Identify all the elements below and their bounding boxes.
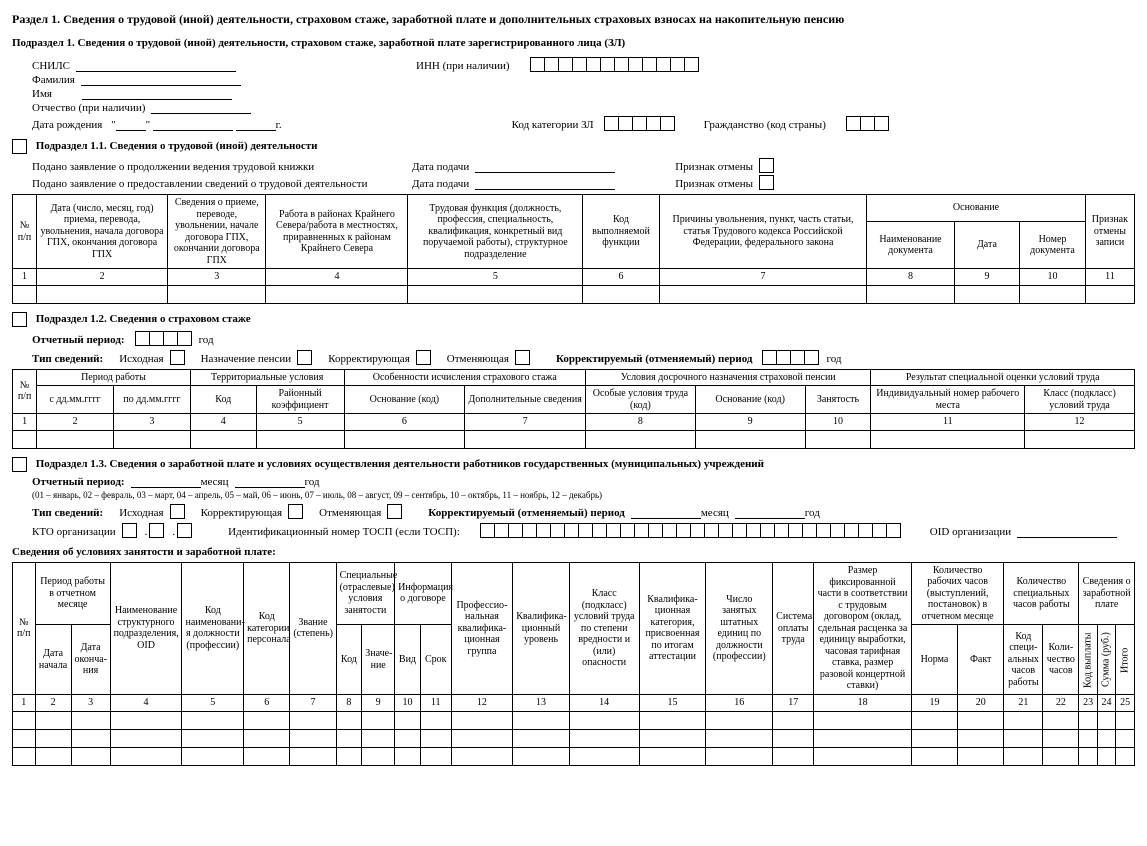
- surname-label: Фамилия: [32, 74, 75, 86]
- sub13-cancelling-box[interactable]: [387, 504, 402, 519]
- sub13-corr-period: Корректируемый (отменяемый) период: [428, 507, 625, 519]
- dob-month[interactable]: [153, 119, 233, 131]
- sub11-cancel1-lbl: Признак отмены: [675, 161, 753, 173]
- sub11-table: № п/п Дата (число, месяц, год) приема, п…: [12, 194, 1135, 304]
- sub12-corr-period: Корректируемый (отменяемый) период: [556, 353, 753, 365]
- citizenship-label: Гражданство (код страны): [704, 119, 826, 131]
- citizenship-boxes[interactable]: [846, 116, 888, 131]
- sub13-correcting: Корректирующая: [201, 507, 283, 519]
- sub13-correcting-box[interactable]: [288, 504, 303, 519]
- sub13-cancelling: Отменяющая: [319, 507, 381, 519]
- sub12-cancelling-box[interactable]: [515, 350, 530, 365]
- sub12-correcting: Корректирующая: [328, 353, 410, 365]
- sub13-year-field[interactable]: [235, 476, 305, 488]
- sub12-cancelling: Отменяющая: [447, 353, 509, 365]
- sub11-date1-lbl: Дата подачи: [412, 161, 469, 173]
- sub11-line1: Подано заявление о продолжении ведения т…: [32, 161, 412, 173]
- inn-boxes[interactable]: [530, 57, 698, 72]
- zl-cat-label: Код категории ЗЛ: [512, 119, 594, 131]
- sub13-initial: Исходная: [119, 507, 163, 519]
- dob-label: Дата рождения: [32, 119, 102, 131]
- sub12-corr-boxes[interactable]: [762, 350, 818, 365]
- sub12-correcting-box[interactable]: [416, 350, 431, 365]
- sub12-period-lbl: Отчетный период:: [32, 334, 125, 346]
- sub13-emp-title: Сведения об условиях занятости и заработ…: [12, 546, 1135, 558]
- sub13-kto-lbl: КТО организации: [32, 526, 116, 538]
- sub13-month-lbl: месяц: [201, 476, 229, 488]
- sub13-kto-b1[interactable]: [122, 523, 137, 538]
- sub12-pension: Назначение пенсии: [201, 353, 292, 365]
- dob-year[interactable]: [236, 119, 276, 131]
- sub13-title: Подраздел 1.3. Сведения о заработной пла…: [36, 458, 764, 470]
- sub13-corr-year[interactable]: [735, 507, 805, 519]
- sub11-cancel1-box[interactable]: [759, 158, 774, 173]
- sub13-oid-lbl: OID организации: [930, 526, 1011, 538]
- sub11-cancel2-box[interactable]: [759, 175, 774, 190]
- sub12-pension-box[interactable]: [297, 350, 312, 365]
- sub13-year-lbl: год: [305, 476, 320, 488]
- sub13-table: № п/п Период работы в отчетном месяце На…: [12, 562, 1135, 766]
- snils-label: СНИЛС: [32, 60, 70, 72]
- sub13-corr-month[interactable]: [631, 507, 701, 519]
- sub13-corr-month-lbl: месяц: [701, 507, 729, 519]
- sub11-line2: Подано заявление о предоставлении сведен…: [32, 178, 412, 190]
- dob-suffix: г.: [276, 119, 282, 131]
- sub13-tosp-lbl: Идентификационный номер ТОСП (если ТОСП)…: [228, 526, 460, 538]
- zl-cat-boxes[interactable]: [604, 116, 674, 131]
- sub12-checkbox[interactable]: [12, 312, 27, 327]
- sub11-title: Подраздел 1.1. Сведения о трудовой (иной…: [36, 140, 318, 152]
- sub13-initial-box[interactable]: [170, 504, 185, 519]
- sub11-cancel2-lbl: Признак отмены: [675, 178, 753, 190]
- sub12-period-boxes[interactable]: [135, 331, 191, 346]
- sub11-date1[interactable]: [475, 161, 615, 173]
- sub12-initial: Исходная: [119, 353, 163, 365]
- name-field[interactable]: [82, 88, 232, 100]
- sub11-date2[interactable]: [475, 178, 615, 190]
- sub12-initial-box[interactable]: [170, 350, 185, 365]
- sub13-kto-b3[interactable]: [177, 523, 192, 538]
- sub13-tosp-boxes[interactable]: [480, 523, 900, 538]
- sub13-corr-year-lbl: год: [805, 507, 820, 519]
- sub12-title: Подраздел 1.2. Сведения о страховом стаж…: [36, 313, 251, 325]
- sub13-oid-field[interactable]: [1017, 526, 1117, 538]
- patronymic-label: Отчество (при наличии): [32, 102, 145, 114]
- sub12-table: № п/п Период работы Территориальные усло…: [12, 369, 1135, 449]
- name-label: Имя: [32, 88, 52, 100]
- sub13-checkbox[interactable]: [12, 457, 27, 472]
- dob-day[interactable]: [116, 119, 146, 131]
- sub13-type-lbl: Тип сведений:: [32, 507, 103, 519]
- sub12-corr-year: год: [826, 353, 841, 365]
- sub11-date2-lbl: Дата подачи: [412, 178, 469, 190]
- inn-label: ИНН (при наличии): [416, 60, 509, 72]
- sub13-period-lbl: Отчетный период:: [32, 476, 125, 488]
- snils-field[interactable]: [76, 60, 236, 72]
- sub13-kto-b2[interactable]: [149, 523, 164, 538]
- sub13-months-note: (01 – январь, 02 – февраль, 03 – март, 0…: [32, 490, 1135, 500]
- sub13-month-field[interactable]: [131, 476, 201, 488]
- section1-title: Раздел 1. Сведения о трудовой (иной) дея…: [12, 12, 1135, 27]
- sub12-year-lbl: год: [199, 334, 214, 346]
- sub11-checkbox[interactable]: [12, 139, 27, 154]
- sub1-title: Подраздел 1. Сведения о трудовой (иной) …: [12, 37, 1135, 49]
- sub12-type-lbl: Тип сведений:: [32, 353, 103, 365]
- patronymic-field[interactable]: [151, 102, 251, 114]
- surname-field[interactable]: [81, 74, 241, 86]
